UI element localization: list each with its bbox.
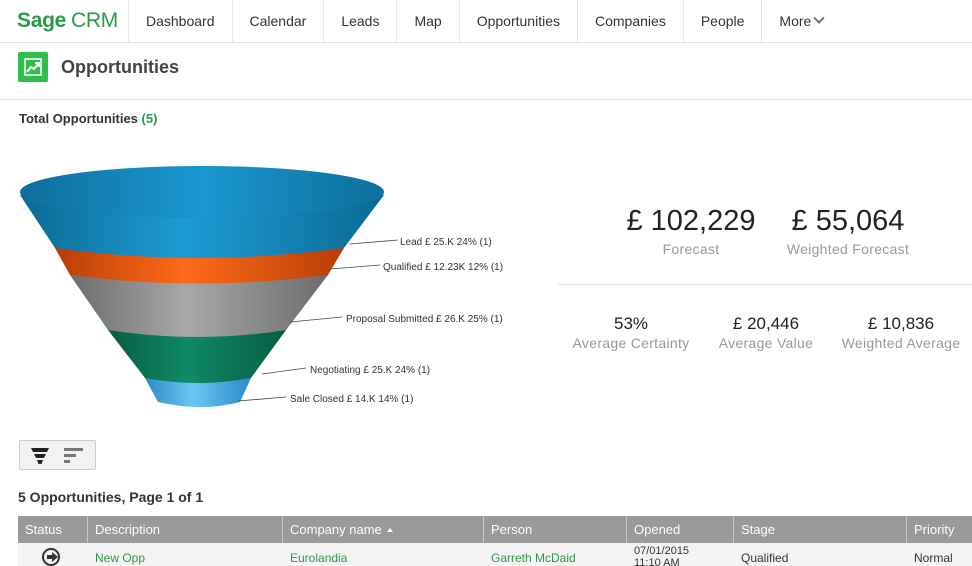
funnel-label-sale-closed: Sale Closed £ 14.K 14% (1) xyxy=(290,394,413,405)
col-person[interactable]: Person xyxy=(484,516,627,543)
funnel-svg: Lead £ 25.K 24% (1) Qualified £ 12.23K 1… xyxy=(20,166,503,407)
funnel-chart: Lead £ 25.K 24% (1) Qualified £ 12.23K 1… xyxy=(0,150,560,420)
avg-certainty-value: 53% xyxy=(613,314,649,333)
weighted-avg-value: £ 10,836 xyxy=(867,314,935,333)
bar-view-icon[interactable] xyxy=(64,447,84,470)
nav-opportunities[interactable]: Opportunities xyxy=(458,0,577,42)
forecast-label: Forecast xyxy=(662,241,720,257)
arrow-right-circle-icon[interactable] xyxy=(42,548,60,566)
row-stage: Qualified xyxy=(741,551,789,565)
row-opened: 07/01/2015 11:10 AM xyxy=(627,543,734,566)
funnel-label-qualified: Qualified £ 12.23K 12% (1) xyxy=(383,262,503,273)
metrics-divider xyxy=(558,284,972,285)
funnel-segment-sale-closed xyxy=(145,378,251,407)
chart-type-toggle xyxy=(19,440,96,470)
weighted-avg-label: Weighted Average xyxy=(841,335,961,351)
col-status[interactable]: Status xyxy=(18,516,88,543)
nav-map[interactable]: Map xyxy=(396,0,458,42)
weighted-forecast-label: Weighted Forecast xyxy=(786,241,910,257)
avg-certainty-label: Average Certainty xyxy=(572,335,690,351)
col-opened[interactable]: Opened xyxy=(627,516,734,543)
trend-chart-icon xyxy=(18,52,48,82)
funnel-segment-qualified xyxy=(55,248,344,284)
avg-value-value: £ 20,446 xyxy=(732,314,800,333)
table-row: New Opp Eurolandia Garreth McDaid 07/01/… xyxy=(18,543,972,566)
total-opportunities: Total Opportunities (5) xyxy=(19,111,157,126)
logo-bold-text: Sage xyxy=(17,9,66,32)
col-priority[interactable]: Priority xyxy=(914,522,955,537)
nav-leads[interactable]: Leads xyxy=(323,0,396,42)
table-header: Status Description Company name Person O… xyxy=(18,516,972,543)
status-cell xyxy=(18,543,88,566)
row-opened-date: 07/01/2015 xyxy=(634,545,690,557)
sort-ascending-icon xyxy=(386,528,393,532)
page-title: Opportunities xyxy=(61,57,179,77)
weighted-forecast-value: £ 55,064 xyxy=(791,205,905,237)
total-count: (5) xyxy=(141,111,158,126)
nav-more-label: More xyxy=(779,13,812,29)
row-company[interactable]: Eurolandia xyxy=(290,551,348,565)
page-header: Opportunities xyxy=(0,43,972,100)
sage-crm-logo[interactable]: Sage CRM xyxy=(0,0,128,42)
chevron-down-icon xyxy=(813,12,825,24)
funnel-label-proposal: Proposal Submitted £ 26.K 25% (1) xyxy=(346,314,503,325)
col-company-name-label: Company name xyxy=(290,522,382,537)
col-description[interactable]: Description xyxy=(88,516,283,543)
row-opened-time: 11:10 AM xyxy=(634,557,680,566)
funnel-segment-negotiating xyxy=(108,330,286,383)
list-count: 5 Opportunities, Page 1 of 1 xyxy=(18,489,204,505)
avg-value-label: Average Value xyxy=(718,335,814,351)
nav-dashboard[interactable]: Dashboard xyxy=(128,0,232,42)
funnel-top xyxy=(20,166,384,218)
forecast-value: £ 102,229 xyxy=(626,205,756,237)
funnel-segment-proposal xyxy=(70,275,328,337)
nav-more[interactable]: More xyxy=(761,0,840,42)
top-nav: Sage CRM Dashboard Calendar Leads Map Op… xyxy=(0,0,972,43)
row-description[interactable]: New Opp xyxy=(95,551,146,565)
nav-calendar[interactable]: Calendar xyxy=(231,0,324,42)
row-person[interactable]: Garreth McDaid xyxy=(491,551,576,565)
logo-light-text: CRM xyxy=(71,9,118,32)
row-priority: Normal xyxy=(914,551,953,565)
col-company-name[interactable]: Company name xyxy=(283,516,484,543)
col-stage[interactable]: Stage xyxy=(734,516,907,543)
funnel-label-negotiating: Negotiating £ 25.K 24% (1) xyxy=(310,365,430,376)
funnel-label-lead: Lead £ 25.K 24% (1) xyxy=(400,237,492,248)
nav-people[interactable]: People xyxy=(682,0,762,42)
funnel-view-icon[interactable] xyxy=(30,447,50,470)
nav-companies[interactable]: Companies xyxy=(577,0,683,42)
total-label: Total Opportunities xyxy=(19,111,138,126)
